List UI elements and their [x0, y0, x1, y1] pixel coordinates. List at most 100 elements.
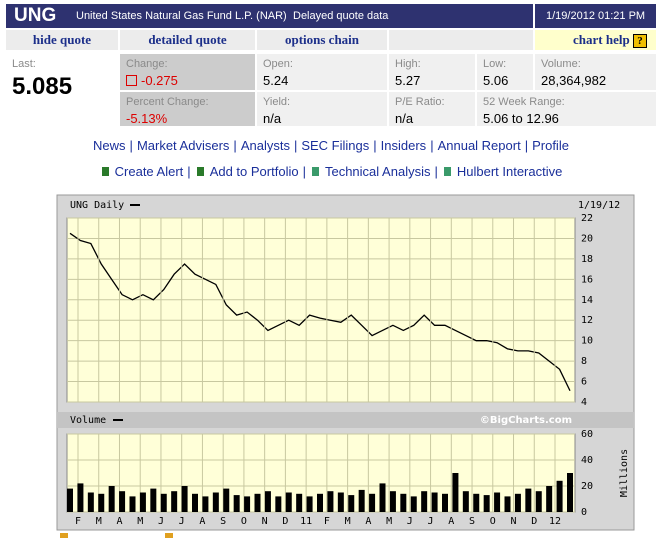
volume-bar: [202, 496, 209, 512]
help-icon: ?: [632, 34, 647, 48]
icon: [60, 533, 68, 538]
volume-bar: [108, 486, 115, 512]
separator: |: [524, 138, 529, 153]
volume-bar: [410, 496, 417, 512]
tab[interactable]: hide quote: [6, 30, 118, 50]
volume-bar: [369, 493, 376, 512]
symbol: UNG: [14, 5, 57, 26]
volume-bar: [160, 493, 167, 512]
links-row: News | Market Advisers | Analysts | SEC Filing…: [0, 138, 662, 153]
y-axis-label: Millions: [619, 449, 630, 497]
header-bar: UNG United States Natural Gas Fund L.P. …: [6, 4, 656, 28]
tab[interactable]: detailed quote: [120, 30, 255, 50]
volume-bar: [546, 486, 553, 512]
value: 5.06: [483, 73, 509, 88]
separator: |: [373, 138, 377, 153]
volume-bar: [139, 492, 146, 512]
y-tick-label: 6: [581, 377, 587, 388]
volume-bar: [327, 491, 334, 512]
price-line: [69, 232, 571, 392]
separator: |: [434, 164, 438, 179]
volume-title: Volume: [70, 415, 106, 426]
link[interactable]: SEC Filings: [301, 138, 370, 153]
down-icon: [126, 75, 137, 86]
value: n/a: [395, 111, 414, 126]
separator: |: [302, 164, 306, 179]
volume-bar: [494, 492, 501, 512]
icon: [165, 533, 173, 538]
link[interactable]: Analysts: [240, 138, 290, 153]
volume-bar: [119, 491, 126, 512]
volume-bar: [317, 493, 323, 512]
volume-bar: [431, 492, 438, 512]
volume-bar: [129, 496, 136, 512]
datetime: 1/19/2012 01:21 PM: [546, 10, 646, 22]
link[interactable]: Add to Portfolio: [209, 164, 299, 179]
volume-bar: [525, 488, 532, 512]
y-tick-label: 18: [581, 254, 593, 265]
volume-bar: [254, 493, 261, 512]
y-tick-label: 20: [581, 481, 593, 492]
x-tick-label: A: [448, 516, 454, 527]
link[interactable]: Technical Analysis: [324, 164, 431, 179]
pct-cell: Percent Change: -5.13%: [120, 90, 255, 126]
volume-bar: [87, 492, 94, 512]
y-tick-label: 10: [581, 336, 593, 347]
label: Volume:: [541, 58, 581, 70]
value: n/a: [263, 111, 282, 126]
link[interactable]: Profile: [532, 138, 569, 153]
quote-cell: Volume: 28,364,982: [535, 54, 656, 90]
x-tick-label: N: [262, 516, 268, 527]
quote-cell: P/E Ratio: n/a: [389, 92, 475, 126]
x-tick-label: F: [75, 516, 81, 527]
separator: |: [233, 138, 237, 153]
value: 5.06 to 12.96: [483, 111, 559, 126]
volume-bar: [462, 491, 469, 512]
separator: |: [430, 138, 434, 153]
y-tick-label: 14: [581, 295, 593, 306]
link[interactable]: Annual Report: [437, 138, 521, 153]
chart-date: 1/19/12: [578, 200, 620, 211]
x-tick-label: J: [428, 516, 434, 527]
value: 28,364,982: [541, 73, 607, 88]
tab[interactable]: options chain: [257, 30, 387, 50]
volume-bar: [421, 491, 428, 512]
last-cell: Last: 5.085: [6, 54, 118, 126]
link[interactable]: Insiders: [380, 138, 427, 153]
link[interactable]: Create Alert: [114, 164, 184, 179]
y-tick-label: 8: [581, 356, 587, 367]
volume-bar: [171, 491, 178, 512]
volume-bar: [556, 480, 563, 512]
volume-bar: [67, 488, 73, 512]
quote-cell: Yield: n/a: [257, 92, 387, 126]
volume-bar: [400, 493, 407, 512]
quote-cell: 52 Week Range: 5.06 to 12.96: [477, 92, 656, 126]
last-value: 5.085: [12, 73, 73, 100]
x-tick-label: M: [386, 516, 392, 527]
x-tick-label: D: [282, 516, 288, 527]
y-tick-label: 0: [581, 507, 587, 518]
volume-bar: [389, 491, 396, 512]
x-tick-label: M: [137, 516, 143, 527]
link[interactable]: Hulbert Interactive: [456, 164, 563, 179]
delay-note: Delayed quote data: [293, 10, 389, 22]
x-tick-label: M: [96, 516, 102, 527]
tab[interactable]: chart help ?: [535, 30, 656, 50]
volume-strip: [57, 412, 634, 428]
volume-bar: [181, 486, 188, 512]
link-icon: [196, 167, 204, 176]
credit: ©BigCharts.com: [480, 415, 572, 426]
link[interactable]: Market Advisers: [136, 138, 230, 153]
link-icon: [311, 167, 319, 176]
value: -0.275: [126, 73, 249, 88]
y-tick-label: 12: [581, 315, 593, 326]
value: -5.13%: [126, 111, 168, 126]
price-plot: [66, 217, 576, 403]
link[interactable]: News: [93, 138, 126, 153]
x-tick-label: A: [199, 516, 205, 527]
quote-cell: Low: 5.06: [477, 54, 533, 90]
volume-bar: [244, 496, 251, 512]
tab-blank: [389, 30, 533, 50]
quote-cell: High: 5.27: [389, 54, 475, 90]
x-tick-label: A: [116, 516, 122, 527]
